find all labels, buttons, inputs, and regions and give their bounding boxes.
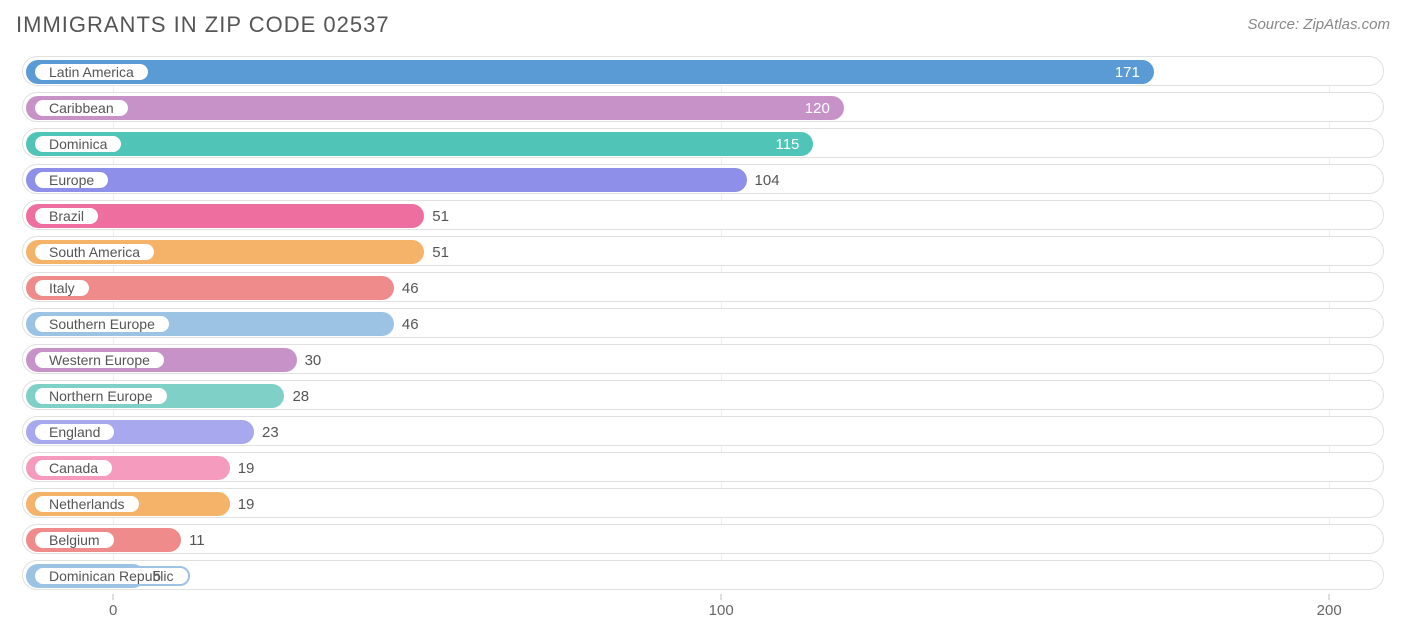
- bar-row: England 23: [22, 416, 1384, 446]
- chart-source: Source: ZipAtlas.com: [1247, 16, 1390, 33]
- bar-value-label: 28: [284, 381, 309, 411]
- bar-category-pill: Canada: [33, 458, 114, 478]
- bar-category-pill: Europe: [33, 170, 110, 190]
- bar-category-pill: Italy: [33, 278, 91, 298]
- bar-value-label: 120: [23, 93, 844, 123]
- tick-label: 100: [709, 602, 734, 619]
- bar-category-pill: Belgium: [33, 530, 116, 550]
- bar-row: Netherlands 19: [22, 488, 1384, 518]
- bar-value-label: 30: [297, 345, 322, 375]
- bar-value-label: 104: [747, 165, 780, 195]
- bar-category-pill: Western Europe: [33, 350, 166, 370]
- tick-mark: [721, 594, 722, 600]
- bar-row: Dominica115: [22, 128, 1384, 158]
- chart-header: IMMIGRANTS IN ZIP CODE 02537 Source: Zip…: [16, 12, 1390, 38]
- bar-value-label: 115: [23, 129, 813, 159]
- x-axis: 0 100 200: [22, 596, 1384, 620]
- bar-row: Southern Europe 46: [22, 308, 1384, 338]
- bar-category-pill: Dominican Republic: [33, 566, 190, 586]
- bar-value-label: 5: [145, 561, 161, 591]
- bar-category-pill: Southern Europe: [33, 314, 171, 334]
- plot-area: Latin America171 Caribbean120 Dominica115 E…: [22, 56, 1384, 620]
- bar-value-label: 171: [23, 57, 1154, 87]
- bar: [26, 168, 747, 192]
- bar-row: South America 51: [22, 236, 1384, 266]
- bar-value-label: 51: [424, 201, 449, 231]
- bar-row: Caribbean120: [22, 92, 1384, 122]
- bar-value-label: 19: [230, 489, 255, 519]
- bar-row: Europe 104: [22, 164, 1384, 194]
- bar-row: Belgium 11: [22, 524, 1384, 554]
- bar-category-pill: Netherlands: [33, 494, 141, 514]
- bar-category-pill: South America: [33, 242, 156, 262]
- tick-label: 200: [1317, 602, 1342, 619]
- bar-category-pill: England: [33, 422, 116, 442]
- chart-title: IMMIGRANTS IN ZIP CODE 02537: [16, 12, 390, 38]
- bar-row: Northern Europe 28: [22, 380, 1384, 410]
- bar-row: Italy 46: [22, 272, 1384, 302]
- bar-value-label: 11: [181, 525, 205, 555]
- bar-category-pill: Brazil: [33, 206, 100, 226]
- bar-row: Brazil 51: [22, 200, 1384, 230]
- bar-row: Canada 19: [22, 452, 1384, 482]
- tick-mark: [1329, 594, 1330, 600]
- bar-row: Dominican Republic5: [22, 560, 1384, 590]
- bar-value-label: 23: [254, 417, 279, 447]
- bar-rows: Latin America171 Caribbean120 Dominica115 E…: [22, 56, 1384, 590]
- bar-value-label: 46: [394, 273, 419, 303]
- bar-value-label: 46: [394, 309, 419, 339]
- bar-row: Latin America171: [22, 56, 1384, 86]
- chart-area: Latin America171 Caribbean120 Dominica115 E…: [16, 56, 1390, 620]
- bar-value-label: 51: [424, 237, 449, 267]
- bar-value-label: 19: [230, 453, 255, 483]
- tick-mark: [113, 594, 114, 600]
- tick-label: 0: [109, 602, 117, 619]
- bar-category-pill: Northern Europe: [33, 386, 169, 406]
- bar-row: Western Europe 30: [22, 344, 1384, 374]
